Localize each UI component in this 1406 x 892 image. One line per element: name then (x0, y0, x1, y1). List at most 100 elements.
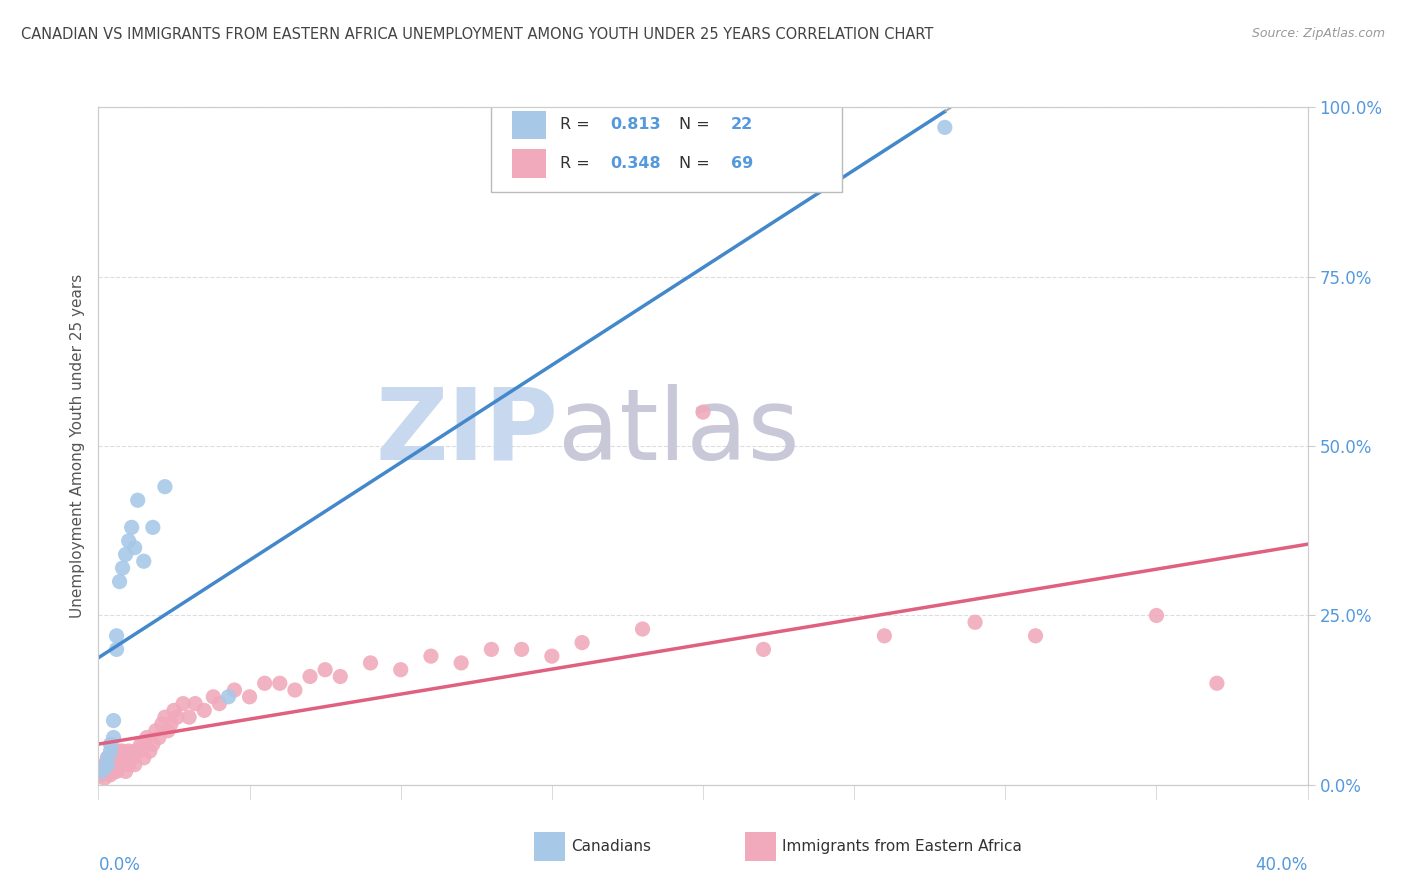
Point (108, 757, 131, 772)
Point (329, 669, 352, 683)
Point (163, 703, 186, 717)
Point (692, 405, 714, 419)
Point (224, 683, 246, 698)
Point (111, 757, 134, 772)
Text: 0.348: 0.348 (610, 156, 661, 171)
Text: N =: N = (679, 156, 714, 171)
Point (481, 642, 503, 657)
Point (103, 731, 125, 745)
Point (105, 751, 128, 765)
Point (118, 744, 141, 758)
Point (172, 697, 194, 711)
Point (934, 120, 956, 135)
Point (540, 649, 562, 664)
Point (96, 757, 118, 772)
Point (108, 574, 131, 589)
Point (253, 676, 276, 690)
Point (124, 757, 146, 772)
Point (127, 744, 149, 758)
Point (965, 615, 987, 630)
Point (269, 676, 291, 690)
Point (510, 642, 533, 657)
Point (132, 737, 155, 751)
Point (108, 744, 131, 758)
Point (873, 629, 896, 643)
Point (1206, 676, 1229, 690)
Text: 0.813: 0.813 (610, 118, 661, 132)
Point (145, 723, 167, 738)
Text: 0.0%: 0.0% (98, 856, 141, 874)
Point (103, 751, 125, 765)
Point (132, 751, 155, 765)
Point (118, 533, 141, 548)
Point (166, 710, 188, 724)
Point (450, 656, 472, 670)
Point (90, 768, 112, 782)
Text: 40.0%: 40.0% (1256, 856, 1308, 874)
Text: Immigrants from Eastern Africa: Immigrants from Eastern Africa (782, 839, 1022, 854)
Point (90, 761, 112, 775)
Point (148, 731, 170, 745)
Point (184, 697, 207, 711)
Point (114, 751, 136, 765)
Point (139, 744, 162, 758)
Point (142, 737, 165, 751)
Point (129, 737, 152, 751)
Point (87, 764, 110, 779)
Point (135, 731, 157, 745)
Point (631, 622, 654, 636)
Point (193, 703, 215, 717)
FancyBboxPatch shape (492, 97, 842, 192)
Text: ZIP: ZIP (375, 384, 558, 481)
Point (105, 629, 128, 643)
Point (103, 764, 125, 779)
Text: CANADIAN VS IMMIGRANTS FROM EASTERN AFRICA UNEMPLOYMENT AMONG YOUTH UNDER 25 YEA: CANADIAN VS IMMIGRANTS FROM EASTERN AFRI… (21, 27, 934, 42)
Point (96, 751, 118, 765)
Point (156, 723, 179, 738)
Point (118, 757, 141, 772)
Point (114, 764, 136, 779)
Point (124, 744, 146, 758)
Text: 69: 69 (731, 156, 754, 171)
Point (100, 754, 122, 768)
Point (239, 690, 262, 704)
Point (420, 649, 443, 664)
Point (93, 761, 115, 775)
Point (96, 751, 118, 765)
Point (360, 656, 382, 670)
Point (299, 669, 322, 683)
Point (1144, 608, 1167, 623)
Point (179, 710, 201, 724)
Point (93, 771, 115, 785)
Point (124, 541, 146, 555)
Point (752, 642, 775, 657)
Point (111, 744, 134, 758)
Text: atlas: atlas (558, 384, 800, 481)
Bar (512, 150, 546, 178)
Point (153, 710, 176, 724)
Point (93, 757, 115, 772)
Text: Source: ZipAtlas.com: Source: ZipAtlas.com (1251, 27, 1385, 40)
Point (100, 744, 122, 758)
Point (217, 690, 239, 704)
Text: 22: 22 (731, 118, 754, 132)
Point (121, 751, 143, 765)
Point (571, 635, 593, 649)
Bar (512, 111, 546, 139)
Text: R =: R = (561, 156, 595, 171)
Point (100, 768, 122, 782)
Point (114, 548, 136, 562)
Point (121, 520, 143, 534)
Text: R =: R = (561, 118, 595, 132)
Point (96, 764, 118, 779)
Point (90, 764, 112, 779)
Point (103, 714, 125, 728)
Point (284, 683, 307, 698)
Point (105, 642, 128, 657)
Point (1024, 629, 1046, 643)
Point (202, 690, 225, 704)
Point (111, 561, 134, 575)
Text: Canadians: Canadians (571, 839, 651, 854)
Point (150, 717, 173, 731)
Point (132, 554, 155, 568)
